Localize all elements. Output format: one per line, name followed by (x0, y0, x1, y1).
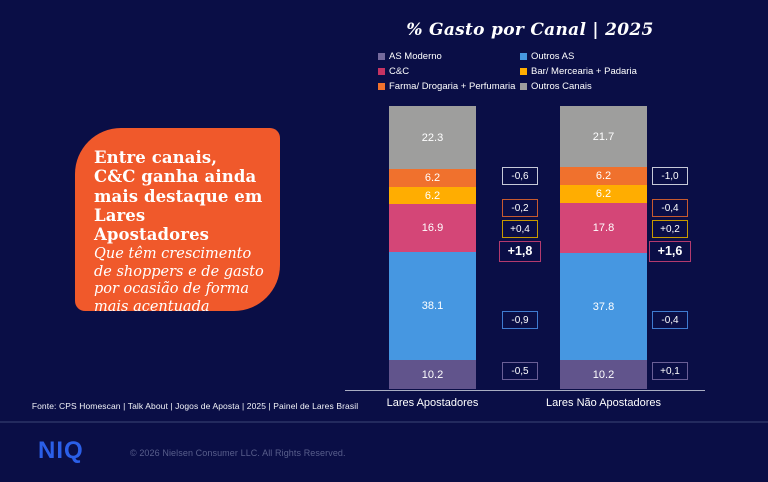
bar-segment-value: 6.2 (424, 171, 441, 184)
legend-item: Outros Canais (520, 81, 688, 92)
delta-box: -1,0 (652, 167, 688, 185)
chart-title: % Gasto por Canal | 2025 (406, 20, 654, 40)
legend-label: Outros Canais (531, 81, 592, 92)
legend-swatch-icon (520, 68, 527, 75)
copyright-text: © 2026 Nielsen Consumer LLC. All Rights … (130, 448, 346, 458)
delta-box: -0,4 (652, 311, 688, 329)
insight-headline: Entre canais, C&C ganha ainda mais desta… (94, 148, 263, 245)
bar-segment: 38.1 (389, 252, 476, 361)
chart-legend: AS Moderno Outros AS C&C Bar/ Mercearia + P… (378, 51, 688, 92)
legend-item: C&C (378, 66, 520, 77)
bar-segment: 6.2 (389, 169, 476, 187)
legend-label: AS Moderno (389, 51, 442, 62)
bar-segment-value: 6.2 (595, 187, 612, 200)
legend-item: Bar/ Mercearia + Padaria (520, 66, 688, 77)
stacked-bar-chart: 22.3 6.2 6.2 16.9 38.1 10.2 -0,6 -0,2 +0,4 +1,8 -0… (345, 105, 715, 425)
bar-segment: 22.3 (389, 106, 476, 170)
insight-callout: Entre canais, C&C ganha ainda mais desta… (75, 128, 280, 315)
x-axis-line (345, 390, 705, 391)
bar-segment-value: 21.7 (592, 130, 615, 143)
legend-swatch-icon (378, 83, 385, 90)
delta-box: -0,4 (652, 199, 688, 217)
bar-segment-value: 17.8 (592, 221, 615, 234)
bar-segment: 37.8 (560, 253, 647, 361)
bar-segment-value: 10.2 (421, 368, 444, 381)
bar-segment-value: 22.3 (421, 131, 444, 144)
niq-logo: NIQ (38, 437, 84, 464)
bar-segment-value: 6.2 (424, 189, 441, 202)
legend-label: C&C (389, 66, 410, 77)
delta-box: +0,1 (652, 362, 688, 380)
delta-box: -0,6 (502, 167, 538, 185)
delta-box: +1,8 (499, 240, 541, 262)
delta-box: +1,6 (649, 240, 691, 262)
delta-box: +0,2 (652, 220, 688, 238)
legend-label: Farma/ Drogaria + Perfumaria (389, 81, 516, 92)
delta-box: -0,5 (502, 362, 538, 380)
delta-box: -0,9 (502, 311, 538, 329)
delta-box: +0,4 (502, 220, 538, 238)
legend-swatch-icon (520, 83, 527, 90)
bar-segment: 6.2 (389, 186, 476, 205)
bar-segment-value: 16.9 (421, 222, 444, 235)
legend-swatch-icon (378, 68, 385, 75)
legend-label: Bar/ Mercearia + Padaria (531, 66, 637, 77)
legend-swatch-icon (378, 53, 385, 60)
category-label: Lares Apostadores (386, 397, 479, 409)
bar-segment: 17.8 (560, 202, 647, 254)
footer-divider (0, 421, 768, 423)
legend-swatch-icon (520, 53, 527, 60)
legend-item: Outros AS (520, 51, 688, 62)
bar-segment: 10.2 (389, 360, 476, 389)
bar-segment: 10.2 (560, 360, 647, 389)
bar-segment-value: 38.1 (421, 300, 444, 313)
source-note: Fonte: CPS Homescan | Talk About | Jogos… (31, 401, 359, 411)
bar-segment: 16.9 (389, 204, 476, 253)
insight-subtext: Que têm crescimento de shoppers e de gas… (94, 246, 264, 315)
bar-segment: 6.2 (560, 185, 647, 203)
bar-segment-value: 6.2 (595, 170, 612, 183)
legend-item: Farma/ Drogaria + Perfumaria (378, 81, 520, 92)
bar-segment: 21.7 (560, 106, 647, 168)
stacked-bar-1: 22.3 6.2 6.2 16.9 38.1 10.2 (389, 106, 476, 389)
delta-box: -0,2 (502, 199, 538, 217)
bar-segment: 6.2 (560, 167, 647, 186)
bar-segment-value: 37.8 (592, 300, 615, 313)
legend-item: AS Moderno (378, 51, 520, 62)
bar-segment-value: 10.2 (592, 368, 615, 381)
legend-label: Outros AS (531, 51, 575, 62)
category-label: Lares Não Apostadores (546, 397, 661, 409)
stacked-bar-2: 21.7 6.2 6.2 17.8 37.8 10.2 (560, 106, 647, 389)
